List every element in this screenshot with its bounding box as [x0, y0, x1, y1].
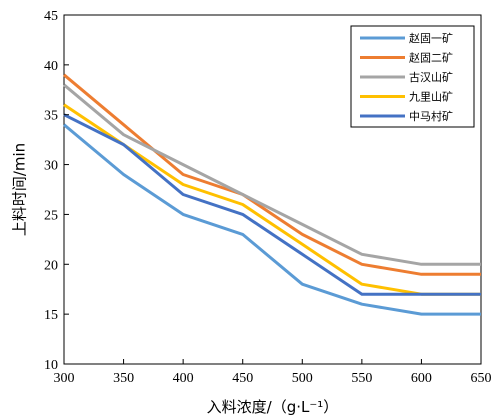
y-axis-title: 上料时间/min [11, 143, 29, 236]
x-tick-label: 300 [54, 371, 75, 386]
series-layer [63, 73, 481, 316]
series-line-1 [63, 123, 481, 316]
series-line-4 [63, 103, 481, 296]
y-tick-label: 20 [44, 258, 58, 273]
plot-area-frame [63, 14, 482, 365]
x-tick-label: 350 [113, 371, 134, 386]
y-tick-label: 30 [44, 159, 58, 174]
x-axis-title: 入料浓度/（g·L⁻¹） [207, 398, 339, 416]
legend-label: 古汉山矿 [409, 71, 453, 84]
x-tick-label: 650 [471, 371, 492, 386]
y-tick-label: 40 [44, 59, 58, 74]
legend-label: 中马村矿 [409, 109, 453, 123]
x-tick-label: 500 [292, 371, 313, 386]
series-line-2 [63, 73, 481, 276]
legend-label: 赵固二矿 [409, 51, 453, 65]
x-tick-label: 450 [232, 371, 253, 386]
y-tick-label: 10 [44, 358, 58, 373]
series-line-3 [63, 83, 481, 266]
x-tick-label: 550 [351, 371, 372, 386]
legend-label: 赵固一矿 [409, 31, 453, 45]
axis-layer: 10 15 20 25 30 35 40 45 300 350 400 450 500 550 600 650 [44, 9, 492, 386]
x-tick-label: 400 [173, 371, 194, 386]
y-tick-label: 25 [44, 208, 58, 223]
legend-label: 九里山矿 [409, 91, 453, 104]
series-line-5 [63, 113, 481, 296]
y-tick-label: 35 [44, 109, 58, 124]
y-tick-label: 45 [44, 9, 58, 24]
x-tick-label: 600 [411, 371, 432, 386]
y-tick-label: 15 [44, 308, 58, 323]
